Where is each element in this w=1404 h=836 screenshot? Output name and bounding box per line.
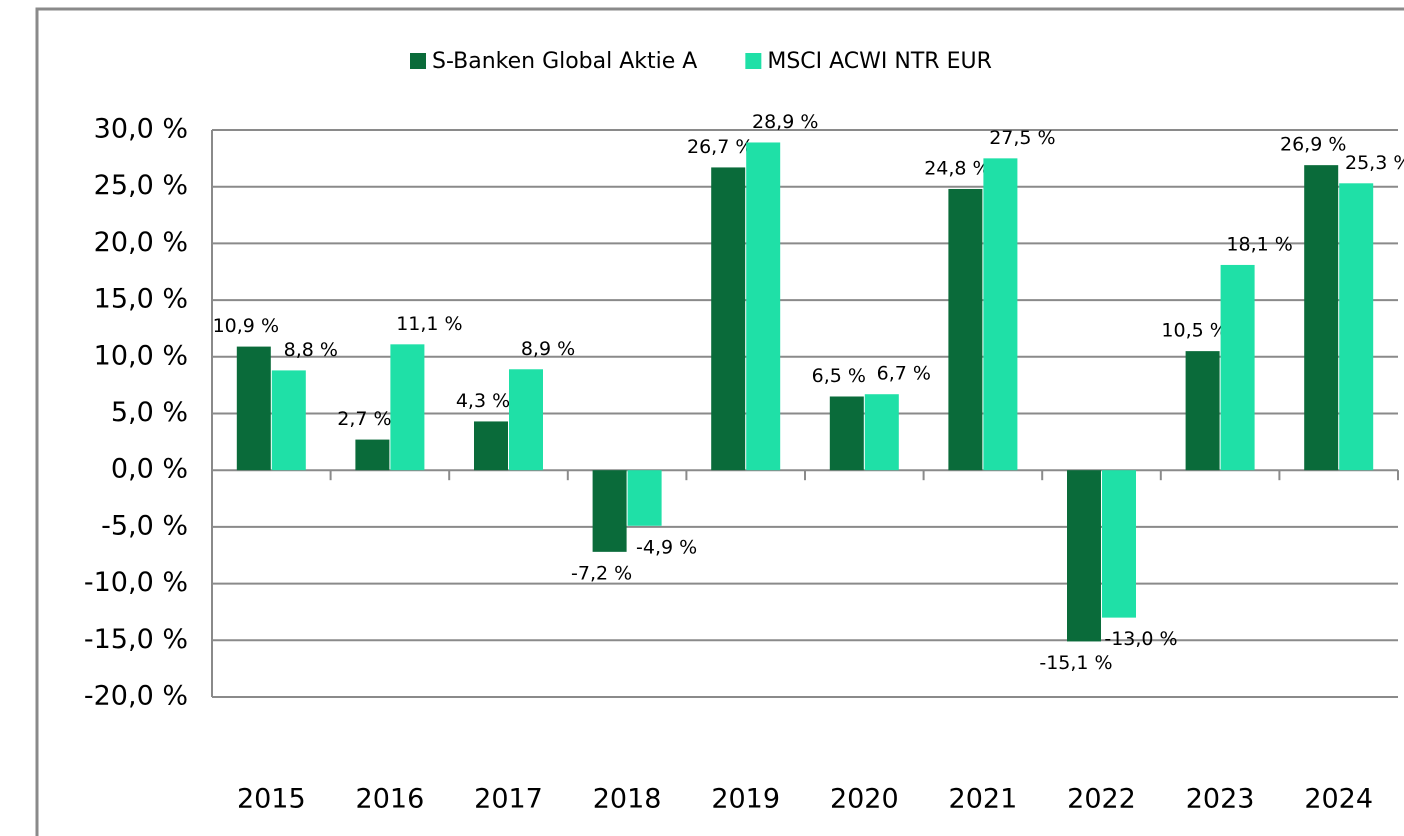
y-tick-label: 10,0 %	[94, 340, 188, 371]
legend-label: S-Banken Global Aktie A	[432, 49, 697, 74]
bar	[711, 167, 746, 471]
bar	[474, 421, 508, 471]
data-label: 10,9 %	[213, 315, 279, 337]
data-label: 26,9 %	[1280, 134, 1346, 156]
x-tick-label: 2017	[474, 784, 543, 815]
data-label: 2,7 %	[337, 408, 391, 430]
y-tick-label: -10,0 %	[84, 567, 188, 598]
bar	[390, 344, 425, 471]
bar	[829, 396, 864, 471]
bar	[627, 470, 662, 526]
data-label: -13,0 %	[1104, 628, 1177, 650]
data-label: 25,3 %	[1345, 152, 1404, 174]
data-label: 6,5 %	[812, 365, 866, 387]
y-tick-label: 15,0 %	[94, 284, 188, 315]
data-label: 11,1 %	[396, 313, 462, 335]
x-tick-label: 2023	[1186, 784, 1255, 815]
y-tick-label: 20,0 %	[94, 227, 188, 258]
data-label: 28,9 %	[752, 111, 818, 133]
bar	[1304, 165, 1339, 471]
data-label: 27,5 %	[989, 127, 1055, 149]
bar	[355, 439, 390, 471]
data-label: 26,7 %	[687, 136, 753, 158]
data-label: -15,1 %	[1039, 652, 1112, 674]
bar	[509, 369, 543, 471]
bar	[236, 346, 271, 471]
bar	[948, 188, 983, 471]
x-tick-label: 2018	[593, 784, 662, 815]
x-tick-label: 2020	[830, 784, 899, 815]
chart-frame	[35, 7, 1404, 836]
data-label: 24,8 %	[924, 157, 990, 179]
x-tick-label: 2021	[949, 784, 1018, 815]
legend-swatch	[410, 53, 426, 69]
data-label: 8,8 %	[284, 339, 338, 361]
y-tick-label: -5,0 %	[101, 510, 188, 541]
y-tick-label: -20,0 %	[84, 681, 188, 712]
data-label: 8,9 %	[521, 338, 575, 360]
data-label: -4,9 %	[636, 536, 697, 558]
x-tick-label: 2024	[1304, 784, 1373, 815]
bar	[1220, 264, 1255, 471]
legend-label: MSCI ACWI NTR EUR	[767, 49, 992, 74]
legend-swatch	[745, 53, 762, 69]
x-tick-label: 2016	[356, 784, 425, 815]
bar	[983, 158, 1018, 471]
x-tick-label: 2022	[1067, 784, 1136, 815]
y-tick-label: -15,0 %	[84, 624, 188, 655]
bar	[1102, 470, 1136, 618]
bar	[1067, 470, 1101, 642]
data-label: 18,1 %	[1226, 233, 1292, 255]
bar	[271, 370, 306, 471]
data-label: 6,7 %	[877, 363, 931, 385]
y-tick-label: 5,0 %	[111, 397, 188, 428]
y-tick-label: 25,0 %	[94, 170, 188, 201]
bar	[592, 470, 627, 552]
data-label: 4,3 %	[456, 390, 510, 412]
y-tick-label: 30,0 %	[94, 114, 188, 145]
bar	[746, 142, 781, 471]
x-tick-label: 2019	[711, 784, 780, 815]
data-label: -7,2 %	[571, 562, 632, 584]
x-tick-label: 2015	[237, 784, 306, 815]
bar	[1339, 183, 1374, 471]
data-label: 10,5 %	[1161, 320, 1227, 342]
y-tick-label: 0,0 %	[111, 454, 188, 485]
bar	[1185, 351, 1220, 471]
bar	[864, 394, 899, 471]
